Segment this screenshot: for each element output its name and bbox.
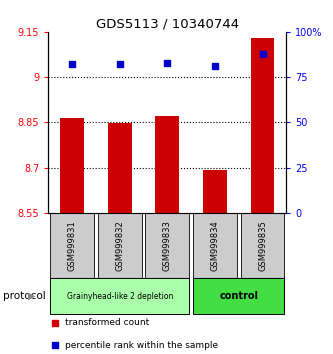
Point xyxy=(53,342,58,348)
FancyBboxPatch shape xyxy=(50,213,94,278)
Bar xyxy=(156,116,179,213)
FancyBboxPatch shape xyxy=(241,213,284,278)
Text: protocol: protocol xyxy=(3,291,46,301)
Text: ▶: ▶ xyxy=(28,291,36,301)
Text: Grainyhead-like 2 depletion: Grainyhead-like 2 depletion xyxy=(67,292,173,301)
Point xyxy=(212,63,218,69)
Text: GSM999832: GSM999832 xyxy=(115,220,124,271)
Point xyxy=(165,60,170,65)
Point xyxy=(69,62,75,67)
FancyBboxPatch shape xyxy=(193,278,284,314)
Text: GSM999833: GSM999833 xyxy=(163,220,172,271)
Title: GDS5113 / 10340744: GDS5113 / 10340744 xyxy=(96,18,239,31)
Point xyxy=(260,51,265,56)
Text: GSM999831: GSM999831 xyxy=(68,220,77,271)
Text: percentile rank within the sample: percentile rank within the sample xyxy=(65,341,218,350)
Bar xyxy=(203,170,227,213)
Point xyxy=(117,62,123,67)
FancyBboxPatch shape xyxy=(193,213,237,278)
FancyBboxPatch shape xyxy=(50,278,189,314)
Text: transformed count: transformed count xyxy=(65,319,149,327)
Text: control: control xyxy=(219,291,258,301)
Point xyxy=(53,320,58,326)
Text: GSM999835: GSM999835 xyxy=(258,220,267,271)
FancyBboxPatch shape xyxy=(98,213,142,278)
Bar xyxy=(251,38,274,213)
Bar xyxy=(60,118,84,213)
Bar xyxy=(108,123,132,213)
Text: GSM999834: GSM999834 xyxy=(210,220,219,271)
FancyBboxPatch shape xyxy=(146,213,189,278)
